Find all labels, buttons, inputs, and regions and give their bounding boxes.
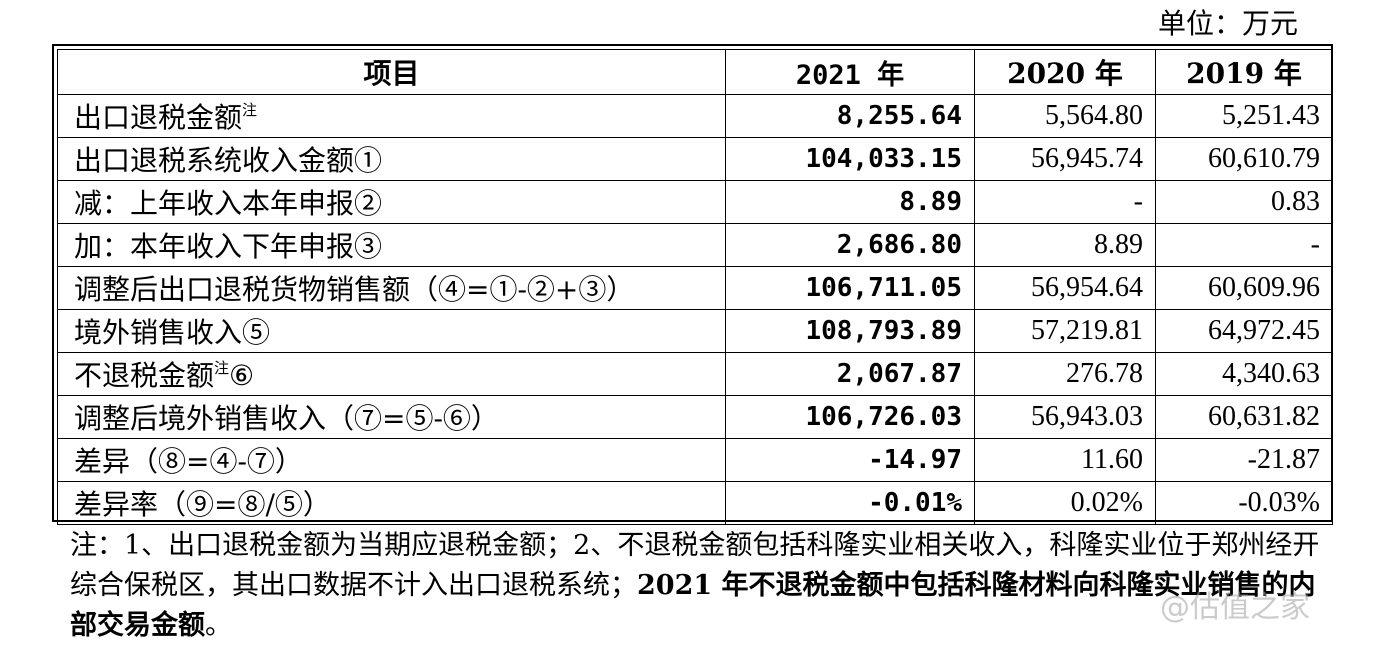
data-table-frame: 项目 2021 年 2020 年 2019 年 出口退税金额注 8,255.64 5… (52, 44, 1333, 525)
table-row: 出口退税系统收入金额① 104,033.15 56,945.74 60,610.79 (57, 137, 1333, 181)
row-item-label: 出口退税系统收入金额① (57, 137, 726, 181)
value-2021: 8.89 (725, 180, 975, 224)
value-2019: 0.83 (1155, 180, 1333, 224)
row-label-text: 不退税金额 (74, 359, 215, 392)
row-item-label: 出口退税金额注 (57, 94, 726, 138)
row-label-text: 差异率（⑨=⑧/⑤） (74, 488, 331, 521)
header-row: 项目 2021 年 2020 年 2019 年 (57, 49, 1333, 95)
value-2020: - (974, 180, 1156, 224)
row-label-suffix: ⑥ (229, 359, 255, 392)
row-item-label: 不退税金额注⑥ (57, 352, 726, 396)
unit-label: 单位：万元 (1158, 7, 1299, 40)
row-item-label: 差异（⑧=④-⑦） (57, 438, 726, 482)
value-2020: 276.78 (974, 352, 1156, 396)
row-label-text: 境外销售收入⑤ (74, 316, 271, 349)
row-item-label: 调整后出口退税货物销售额（④=①-②+③） (57, 266, 726, 310)
table-row: 不退税金额注⑥ 2,067.87 276.78 4,340.63 (57, 352, 1333, 396)
table-row: 调整后境外销售收入（⑦=⑤-⑥） 106,726.03 56,943.03 60,63… (57, 395, 1333, 439)
value-2020: 5,564.80 (974, 94, 1156, 138)
row-label-text: 减：上年收入本年申报② (74, 187, 383, 220)
row-item-label: 调整后境外销售收入（⑦=⑤-⑥） (57, 395, 726, 439)
row-item-label: 减：上年收入本年申报② (57, 180, 726, 224)
value-2019: 64,972.45 (1155, 309, 1333, 353)
row-item-label: 境外销售收入⑤ (57, 309, 726, 353)
value-2020: 57,219.81 (974, 309, 1156, 353)
value-2019: 5,251.43 (1155, 94, 1333, 138)
table-row: 出口退税金额注 8,255.64 5,564.80 5,251.43 (57, 94, 1333, 138)
value-2021: -14.97 (725, 438, 975, 482)
row-label-text: 出口退税金额 (74, 101, 243, 134)
value-2020: 56,945.74 (974, 137, 1156, 181)
footnote-bold-text: 2021 年不退税金额中包括科隆材料向科隆实业销售的内部交易金额 (70, 570, 1316, 641)
row-label-text: 加：本年收入下年申报③ (74, 230, 383, 263)
footnote: 注：1、出口退税金额为当期应退税金额；2、不退税金额包括科隆实业相关收入，科隆实… (70, 526, 1320, 646)
header-2020: 2020 年 (974, 49, 1156, 95)
table-row: 调整后出口退税货物销售额（④=①-②+③） 106,711.05 56,954.64… (57, 266, 1333, 310)
value-2019: -21.87 (1155, 438, 1333, 482)
value-2020: 11.60 (974, 438, 1156, 482)
table-row: 差异（⑧=④-⑦） -14.97 11.60 -21.87 (57, 438, 1333, 482)
footnote-text: 注：1、出口退税金额为当期应退税金额；2、不退税金额包括科隆实业相关收入，科隆实… (70, 530, 1320, 601)
value-2021: 106,726.03 (725, 395, 975, 439)
value-2021: 104,033.15 (725, 137, 975, 181)
value-2020: 56,954.64 (974, 266, 1156, 310)
row-label-text: 差异（⑧=④-⑦） (74, 445, 303, 478)
value-2019: -0.03% (1155, 481, 1333, 525)
value-2021: 2,067.87 (725, 352, 975, 396)
value-2021: 8,255.64 (725, 94, 975, 138)
row-label-text: 调整后出口退税货物销售额（④=①-②+③） (74, 273, 635, 306)
row-label-text: 出口退税系统收入金额① (74, 144, 383, 177)
value-2019: 60,610.79 (1155, 137, 1333, 181)
value-2020: 56,943.03 (974, 395, 1156, 439)
row-item-label: 加：本年收入下年申报③ (57, 223, 726, 267)
row-label-text: 调整后境外销售收入（⑦=⑤-⑥） (74, 402, 499, 435)
value-2021: 2,686.80 (725, 223, 975, 267)
footnote-end: 。 (205, 610, 232, 641)
table-row: 加：本年收入下年申报③ 2,686.80 8.89- (57, 223, 1333, 267)
row-item-label: 差异率（⑨=⑧/⑤） (57, 481, 726, 525)
watermark: @估值之家 (1160, 590, 1310, 625)
value-2021: 106,711.05 (725, 266, 975, 310)
value-2020: 0.02% (974, 481, 1156, 525)
value-2019: 4,340.63 (1155, 352, 1333, 396)
value-2021: -0.01% (725, 481, 975, 525)
table-row: 减：上年收入本年申报② 8.89-0.83 (57, 180, 1333, 224)
value-2019: 60,609.96 (1155, 266, 1333, 310)
footnote-marker: 注 (242, 101, 258, 119)
header-2019: 2019 年 (1155, 49, 1333, 95)
header-2021: 2021 年 (725, 49, 975, 95)
value-2020: 8.89 (974, 223, 1156, 267)
export-tax-table: 项目 2021 年 2020 年 2019 年 出口退税金额注 8,255.64 5… (57, 49, 1333, 525)
value-2021: 108,793.89 (725, 309, 975, 353)
header-item: 项目 (57, 49, 726, 95)
table-row: 差异率（⑨=⑧/⑤） -0.01% 0.02% -0.03% (57, 481, 1333, 525)
table-row: 境外销售收入⑤ 108,793.89 57,219.81 64,972.45 (57, 309, 1333, 353)
value-2019: - (1155, 223, 1333, 267)
footnote-marker: 注 (214, 359, 230, 377)
value-2019: 60,631.82 (1155, 395, 1333, 439)
